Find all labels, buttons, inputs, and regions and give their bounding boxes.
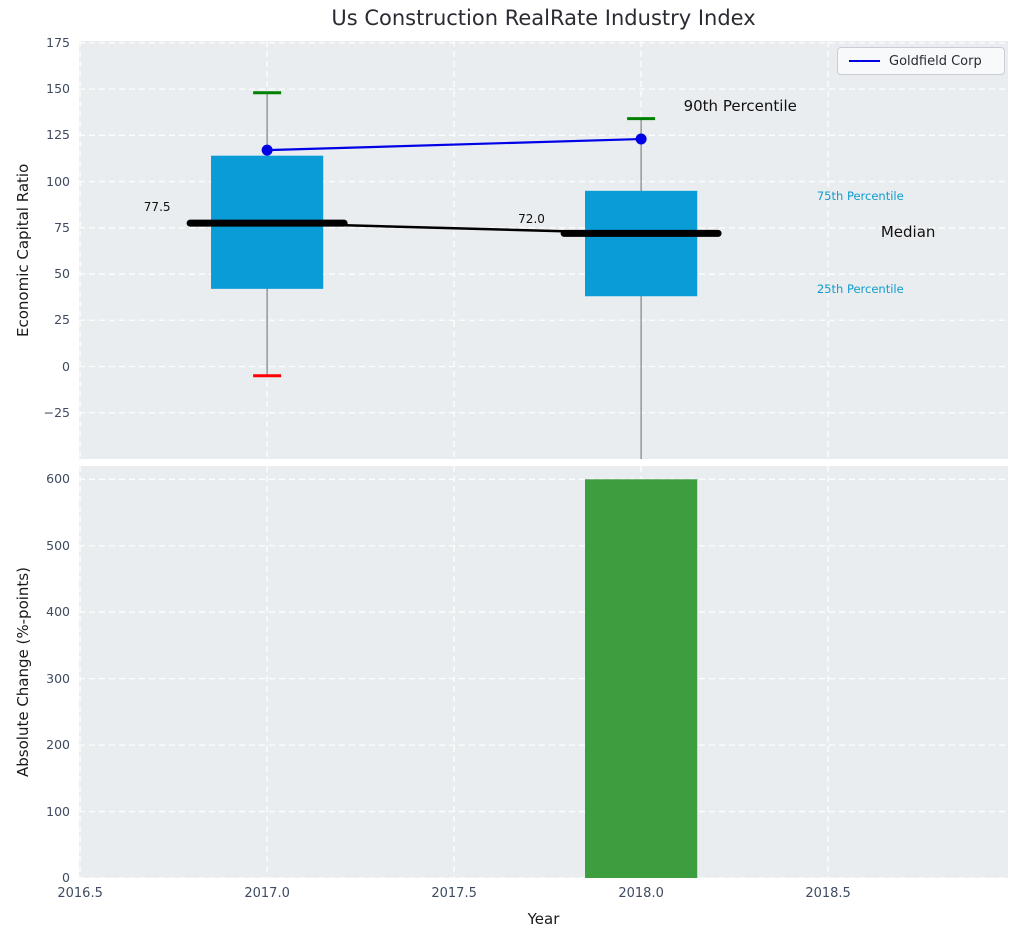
top-y-tick-label: −25 [43, 404, 70, 420]
x-tick-label: 2017.0 [244, 886, 290, 901]
percentile-box-2018 [585, 190, 698, 297]
x-tick-label: 2018.5 [805, 886, 851, 901]
x-tick-label: 2018.0 [618, 886, 664, 901]
top-y-axis-label: Economic Capital Ratio [14, 163, 32, 337]
annotation-77-5: 77.5 [143, 200, 171, 215]
x-tick-label: 2016.5 [57, 886, 103, 901]
bottom-y-tick-label: 0 [62, 870, 70, 885]
annotation-median: Median [880, 222, 936, 241]
bottom-axes-canvas [79, 466, 1008, 878]
annotation-25th-percentile: 25th Percentile [816, 281, 904, 296]
top-y-tick-label: 50 [54, 266, 70, 282]
top-axes-canvas [79, 41, 1008, 459]
x-tick-label: 2017.5 [431, 886, 477, 901]
top-y-tick-label: 25 [54, 312, 70, 328]
top-y-tick-label: 100 [46, 173, 70, 189]
change-bar-2018 [585, 479, 698, 878]
bottom-y-tick-label: 200 [46, 737, 70, 753]
legend-line-sample-icon [849, 60, 880, 62]
bottom-y-tick-label: 400 [46, 604, 70, 620]
x-axis-label: Year [527, 910, 560, 928]
top-annotations-layer: 77.5 72.0 90th Percentile 75th Percentile Me… [79, 41, 1008, 459]
company-point-2017 [261, 144, 273, 156]
top-y-tick-label: 175 [46, 34, 70, 50]
legend-label: Goldfield Corp [889, 53, 982, 69]
bottom-axes [79, 466, 1008, 878]
top-y-tick-label: 0 [62, 358, 70, 374]
company-line [267, 137, 642, 152]
company-point-2018 [635, 133, 647, 145]
top-y-tick-label: 125 [46, 127, 70, 143]
annotation-72-0: 72.0 [518, 211, 545, 226]
annotation-90th-percentile: 90th Percentile [683, 96, 797, 115]
top-y-tick-label: 75 [54, 219, 70, 235]
bottom-y-tick-label: 600 [46, 471, 70, 487]
bottom-y-tick-label: 500 [46, 537, 70, 553]
bottom-y-tick-label: 300 [46, 670, 70, 686]
legend: Goldfield Corp [837, 47, 1005, 75]
chart-title: Us Construction RealRate Industry Index [331, 6, 756, 30]
top-y-tick-label: 150 [46, 81, 70, 97]
annotation-75th-percentile: 75th Percentile [816, 189, 904, 204]
bottom-y-tick-label: 100 [46, 803, 70, 819]
top-axes: 77.5 72.0 90th Percentile 75th Percentile Me… [79, 41, 1008, 459]
